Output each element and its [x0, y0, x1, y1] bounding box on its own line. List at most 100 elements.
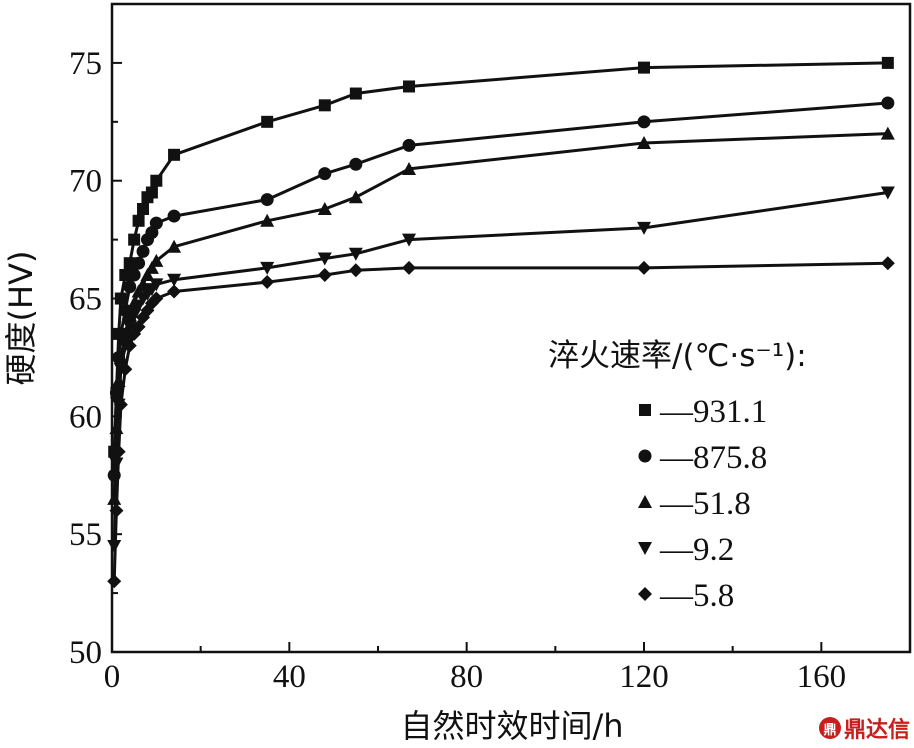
- series-group: [107, 56, 895, 589]
- x-tick-label: 120: [619, 659, 669, 695]
- data-point-square: [349, 87, 362, 100]
- data-point-circle: [318, 167, 332, 181]
- legend-label: —51.8: [659, 486, 751, 522]
- data-point-square: [114, 292, 127, 305]
- legend-marker-diamond: [638, 587, 652, 601]
- y-tick-label: 50: [69, 635, 102, 671]
- series-line: [112, 132, 888, 499]
- data-point-square: [145, 186, 158, 199]
- data-point-diamond: [317, 267, 332, 282]
- data-point-diamond: [149, 291, 164, 306]
- legend-marker-triangle-up: [638, 495, 652, 508]
- watermark: 鼎 鼎达信: [818, 712, 910, 744]
- watermark-logo-icon: 鼎: [818, 717, 841, 739]
- data-point-square: [119, 268, 132, 281]
- data-point-diamond: [637, 260, 651, 275]
- data-point-circle: [402, 138, 416, 152]
- data-point-circle: [127, 268, 141, 282]
- legend-label: —875.8: [659, 440, 767, 476]
- data-point-triangle-down: [149, 278, 164, 292]
- series-line: [112, 61, 888, 452]
- data-point-triangle-up: [260, 213, 275, 227]
- data-point-diamond: [402, 260, 417, 275]
- data-point-square: [150, 174, 163, 187]
- data-point-triangle-down: [348, 247, 363, 261]
- data-point-triangle-up: [880, 126, 895, 140]
- data-point-triangle-up: [402, 161, 417, 175]
- data-point-square: [123, 257, 136, 270]
- data-point-diamond: [348, 263, 363, 278]
- watermark-text: 鼎达信: [843, 718, 910, 743]
- data-point-circle: [167, 209, 181, 223]
- data-point-square: [638, 61, 650, 74]
- data-point-square: [261, 115, 274, 128]
- data-point-triangle-down: [109, 457, 124, 471]
- x-tick-label: 160: [797, 659, 847, 695]
- data-point-square: [128, 233, 141, 246]
- data-point-square: [881, 56, 894, 69]
- y-axis-label: 硬度(HV): [2, 251, 40, 386]
- series-5.8: [107, 256, 895, 589]
- data-point-triangle-up: [637, 136, 651, 150]
- data-point-triangle-down: [167, 273, 182, 287]
- data-point-circle: [132, 256, 146, 270]
- data-point-circle: [260, 193, 274, 207]
- data-point-triangle-down: [122, 320, 137, 334]
- data-point-diamond: [118, 362, 133, 377]
- data-point-triangle-up: [136, 277, 151, 291]
- data-point-circle: [637, 115, 651, 129]
- data-point-circle: [136, 244, 150, 258]
- data-point-diamond: [113, 397, 128, 412]
- data-point-triangle-up: [140, 267, 155, 281]
- series-line: [112, 261, 888, 582]
- legend-title: 淬火速率/(℃·s⁻¹):: [548, 338, 807, 374]
- legend-label: —9.2: [659, 532, 734, 568]
- data-point-diamond: [260, 275, 275, 290]
- data-point-triangle-down: [127, 309, 142, 323]
- x-tick-label: 40: [273, 659, 306, 695]
- data-point-triangle-up: [348, 190, 363, 204]
- legend-item: —9.2: [638, 532, 734, 568]
- x-axis-label: 自然时效时间/h: [400, 707, 623, 745]
- y-tick-label: 65: [69, 282, 102, 318]
- legend-item: —931.1: [639, 394, 767, 430]
- data-point-circle: [123, 280, 137, 294]
- axes: 0 40 80 120 160 50 55 60 65 70 75: [69, 2, 912, 695]
- legend-label: —931.1: [659, 394, 767, 430]
- data-point-triangle-up: [167, 239, 182, 253]
- legend-item: —51.8: [638, 486, 751, 522]
- y-tick-label: 60: [69, 399, 102, 435]
- data-point-triangle-down: [260, 261, 275, 275]
- data-point-triangle-up: [149, 253, 164, 267]
- data-point-diamond: [111, 444, 126, 459]
- data-point-diamond: [122, 338, 137, 353]
- data-point-triangle-down: [637, 221, 651, 235]
- series-931.1: [108, 56, 894, 458]
- data-point-triangle-up: [144, 260, 159, 274]
- data-point-square: [137, 203, 150, 216]
- data-point-triangle-down: [880, 186, 895, 200]
- data-point-square: [168, 148, 181, 161]
- series-875.8: [107, 96, 895, 482]
- series-51.8: [107, 126, 895, 505]
- data-point-triangle-up: [113, 350, 128, 364]
- data-point-triangle-down: [317, 252, 332, 266]
- data-point-circle: [149, 216, 163, 230]
- data-point-square: [318, 99, 331, 112]
- data-point-circle: [349, 157, 363, 171]
- data-point-circle: [881, 96, 895, 110]
- plot-frame: [110, 2, 912, 654]
- legend-marker-circle: [638, 449, 652, 463]
- y-tick-label: 55: [69, 517, 102, 553]
- x-tick-label: 0: [104, 659, 121, 695]
- data-point-diamond: [107, 574, 122, 589]
- legend: 淬火速率/(℃·s⁻¹): —931.1 —875.8 —51.8 —9.2 —5.8: [548, 338, 807, 614]
- legend-item: —875.8: [638, 440, 767, 476]
- data-point-diamond: [109, 503, 124, 518]
- data-point-triangle-up: [317, 202, 332, 216]
- data-point-triangle-down: [402, 233, 417, 247]
- x-tick-label: 80: [450, 659, 483, 695]
- legend-item: —5.8: [638, 578, 734, 614]
- y-tick-label: 75: [69, 46, 102, 82]
